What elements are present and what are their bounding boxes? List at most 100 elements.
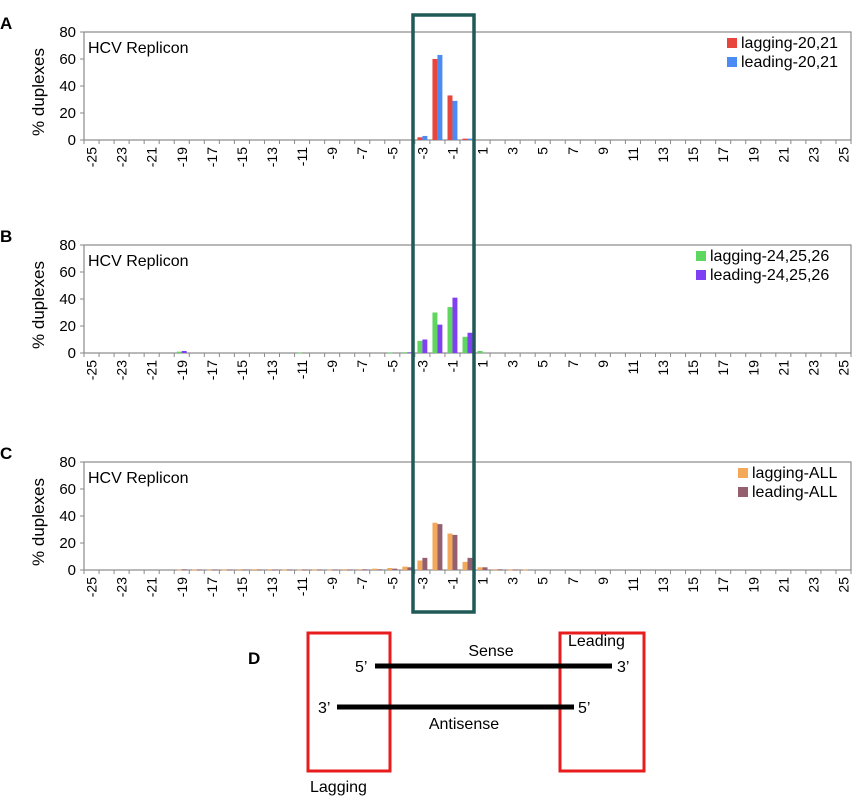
y-tick-label: 60 [59, 264, 76, 281]
x-tick-label: 3 [505, 360, 521, 368]
bar [477, 567, 483, 570]
y-tick-label: 0 [68, 345, 76, 362]
leading-label: Leading [568, 633, 625, 650]
bar [432, 312, 438, 353]
bar [522, 569, 528, 571]
x-tick-label: -9 [324, 147, 340, 160]
x-tick-label: 9 [595, 577, 611, 585]
bar [417, 340, 423, 353]
chart-title: HCV Replicon [88, 40, 188, 57]
legend: lagging-24,25,26 leading-24,25,26 [696, 248, 829, 284]
x-tick-label: 3 [505, 147, 521, 155]
bar [226, 569, 232, 571]
x-tick-label: -13 [264, 360, 280, 380]
x-tick-label: -9 [324, 360, 340, 373]
bar [302, 569, 308, 571]
legend: lagging-20,21 leading-20,21 [727, 35, 838, 71]
x-tick-label: -15 [234, 360, 250, 380]
x-tick-label: -17 [204, 147, 220, 167]
x-tick-label: -5 [384, 147, 400, 160]
x-tick-label: -11 [294, 360, 310, 379]
x-tick-label: -21 [144, 360, 160, 380]
x-tick-label: 19 [745, 577, 761, 593]
bar [357, 569, 363, 571]
bar [211, 569, 217, 571]
bar [467, 138, 473, 140]
x-tick-label: 11 [625, 577, 641, 592]
legend-swatch-lagging [738, 468, 748, 478]
y-tick-label: 80 [59, 237, 76, 254]
leading-box [558, 631, 646, 773]
legend: lagging-ALL leading-ALL [738, 465, 838, 501]
lagging-box [306, 631, 392, 773]
y-tick-label: 20 [59, 105, 76, 122]
bar [297, 569, 303, 571]
bar [241, 569, 247, 571]
x-tick-label: -25 [84, 360, 100, 380]
x-tick-label: -1 [444, 147, 460, 160]
bar [452, 534, 458, 570]
x-tick-label: 11 [625, 147, 641, 162]
x-tick-label: -25 [84, 147, 100, 167]
y-tick-label: 0 [68, 132, 76, 149]
x-tick-label: -13 [264, 147, 280, 167]
bar [407, 352, 413, 354]
sense-3-prime-label: 3’ [617, 659, 629, 676]
bar [206, 569, 212, 571]
x-tick-label: -19 [174, 577, 190, 597]
x-tick-label: 13 [655, 577, 671, 593]
bar [437, 324, 443, 353]
panel-letter: C [0, 444, 12, 463]
bar [447, 533, 453, 570]
highlight-box [411, 13, 476, 614]
bar [176, 569, 182, 571]
bar [452, 297, 458, 353]
bar [432, 522, 438, 570]
x-tick-label: 25 [835, 360, 851, 376]
x-tick-label: 15 [685, 360, 701, 376]
bar [236, 569, 242, 571]
x-tick-label: 23 [805, 147, 821, 163]
bar [251, 569, 257, 571]
bar [317, 569, 323, 571]
x-tick-label: 7 [565, 577, 581, 585]
x-tick-label: -13 [264, 577, 280, 597]
bar [327, 569, 333, 571]
x-tick-label: -23 [114, 360, 130, 380]
legend-swatch-lagging [727, 38, 737, 48]
bar [432, 59, 438, 140]
y-tick-label: 80 [59, 454, 76, 471]
y-axis-label: % duplexes [29, 478, 48, 566]
panel-letter: D [248, 649, 260, 668]
antisense-label: Antisense [429, 716, 499, 733]
bar [467, 557, 473, 570]
x-tick-label: -25 [84, 577, 100, 597]
sense-label: Sense [468, 643, 513, 660]
bar [342, 569, 348, 571]
x-tick-label: -19 [174, 147, 190, 167]
bar [377, 569, 383, 571]
y-tick-label: 80 [59, 24, 76, 41]
bar [462, 561, 468, 570]
y-tick-label: 20 [59, 535, 76, 552]
x-tick-label: 13 [655, 147, 671, 163]
x-tick-label: 5 [535, 360, 551, 368]
bar [507, 569, 513, 571]
x-tick-label: -15 [234, 147, 250, 167]
bar [271, 569, 277, 571]
legend-label-lagging: lagging-20,21 [741, 35, 838, 52]
bar [452, 100, 458, 140]
bar [477, 350, 483, 353]
y-tick-label: 40 [59, 508, 76, 525]
bar [417, 137, 423, 140]
x-tick-label: -3 [414, 147, 430, 160]
x-tick-label: 21 [775, 360, 791, 376]
x-tick-label: 1 [475, 147, 491, 155]
x-tick-label: 17 [715, 147, 731, 163]
x-tick-label: 17 [715, 360, 731, 376]
bar [497, 569, 503, 571]
legend-label-leading: leading-ALL [752, 484, 838, 501]
x-tick-label: 7 [565, 360, 581, 368]
